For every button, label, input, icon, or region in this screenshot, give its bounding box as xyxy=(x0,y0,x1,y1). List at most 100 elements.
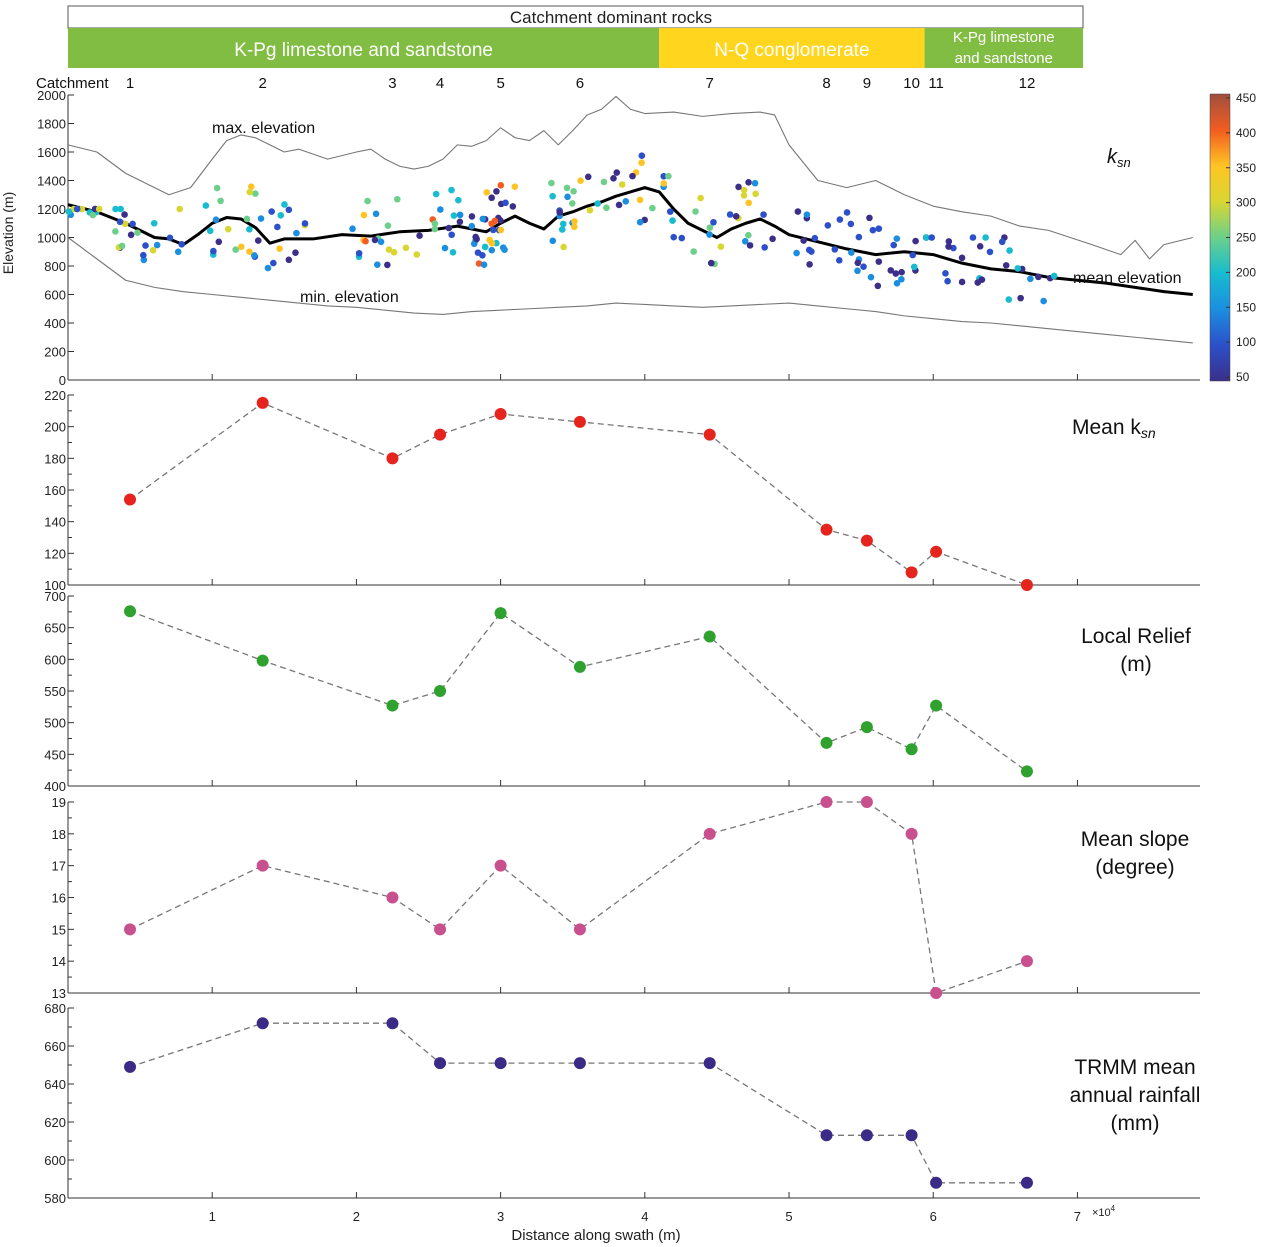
x-tick-label: 5 xyxy=(785,1209,792,1224)
ksn-point xyxy=(450,212,458,219)
ksn-point xyxy=(149,247,157,254)
local-relief-point xyxy=(1020,765,1033,778)
ksn-point xyxy=(206,227,214,235)
ksn-point xyxy=(349,225,356,233)
ksn-point xyxy=(1014,265,1022,272)
ksn-point xyxy=(140,251,147,259)
rainfall-title-line2: annual rainfall xyxy=(1070,1084,1201,1107)
colorbar-tick-label: 450 xyxy=(1236,91,1256,105)
rock-segment-2 xyxy=(659,28,925,68)
ksn-point xyxy=(912,237,919,245)
mean-slope-y-tick-label: 19 xyxy=(52,795,66,810)
rainfall-point xyxy=(820,1129,833,1142)
rock-segments: K-Pg limestone and sandstone N-Q conglome… xyxy=(68,28,1083,68)
rainfall-point xyxy=(930,1176,943,1189)
ksn-point xyxy=(1035,273,1042,281)
mean-ksn-y-tick-label: 160 xyxy=(44,483,66,498)
ksn-point xyxy=(413,251,421,258)
ksn-point xyxy=(364,197,371,205)
ksn-point xyxy=(860,263,867,271)
mean-slope-point xyxy=(573,923,586,936)
rainfall-point xyxy=(386,1017,399,1030)
rock-segment-label-2: N-Q conglomerate xyxy=(714,40,869,61)
rainfall-point xyxy=(494,1057,507,1070)
ksn-point xyxy=(660,180,668,187)
ksn-point xyxy=(95,205,103,213)
ksn-point xyxy=(480,261,488,269)
ksn-point xyxy=(697,194,704,202)
ksn-point xyxy=(745,179,752,186)
ksn-point xyxy=(803,211,811,218)
ksn-point xyxy=(958,254,966,262)
ksn-point xyxy=(669,217,676,224)
mean-slope-connector-line xyxy=(129,801,1028,994)
mean-slope-series xyxy=(124,796,1033,999)
x-tick-label: 4 xyxy=(641,1209,648,1224)
ksn-points xyxy=(65,152,1058,305)
rainfall-point xyxy=(1020,1176,1033,1189)
ksn-point xyxy=(488,239,496,247)
ksn-point xyxy=(666,208,674,215)
ksn-point xyxy=(118,242,126,250)
rainfall-point xyxy=(256,1017,269,1030)
mean-slope-point xyxy=(494,859,507,872)
colorbar-tick-label: 400 xyxy=(1236,126,1256,140)
ksn-point xyxy=(73,205,81,213)
local-relief-point xyxy=(905,743,918,756)
ksn-point xyxy=(571,223,578,231)
ksn-point xyxy=(548,179,555,187)
catchment-id: 8 xyxy=(822,75,830,92)
ksn-point xyxy=(153,241,161,249)
ksn-point xyxy=(618,181,626,188)
ksn-point xyxy=(761,244,768,251)
ksn-point xyxy=(1040,297,1047,305)
ksn-point xyxy=(402,244,410,252)
ksn-point xyxy=(488,246,496,254)
mean-ksn-point xyxy=(1020,579,1033,591)
local-relief-point xyxy=(573,660,586,673)
x-exponent: ×104 xyxy=(1092,1204,1116,1219)
x-tick-label: 2 xyxy=(353,1209,360,1224)
x-tick-label: 7 xyxy=(1074,1209,1081,1224)
ksn-point xyxy=(745,199,752,207)
rainfall-point xyxy=(905,1129,918,1142)
ksn-point xyxy=(751,179,759,187)
rainfall-y-tick-label: 640 xyxy=(44,1077,66,1092)
colorbar-tick-label: 300 xyxy=(1236,196,1256,210)
ksn-point xyxy=(456,211,464,219)
ksn-point xyxy=(893,235,901,242)
mean-ksn-y-tick-label: 180 xyxy=(44,451,66,466)
ksn-point xyxy=(134,229,141,236)
mean-slope-point xyxy=(905,827,918,840)
mean-ksn-point xyxy=(573,415,586,428)
ksn-point xyxy=(898,268,905,276)
rock-segment-3 xyxy=(924,28,1083,68)
ksn-point xyxy=(969,234,977,241)
catchment-id: 6 xyxy=(576,75,584,92)
ksn-point xyxy=(854,259,862,267)
mean-slope-y-tick-label: 15 xyxy=(52,922,66,937)
ksn-point xyxy=(224,225,232,233)
catchment-id: 7 xyxy=(706,75,714,92)
ksn-point xyxy=(848,249,855,256)
mean-slope-point xyxy=(256,859,269,872)
colorbar-tick-label: 250 xyxy=(1236,231,1256,245)
ksn-point xyxy=(285,256,293,264)
ksn-point xyxy=(735,183,742,191)
rainfall-series xyxy=(124,1017,1033,1189)
ksn-colorbar: 50 100 150 200 250 300 350 400 450 xyxy=(1209,91,1256,384)
catchment-id: 1 xyxy=(126,75,134,92)
ksn-point xyxy=(210,247,217,255)
local-relief-point xyxy=(494,607,507,620)
ksn-point xyxy=(268,208,275,215)
ksn-point xyxy=(449,249,457,256)
ksn-point xyxy=(250,252,258,259)
x-tick-label: 1 xyxy=(209,1209,216,1224)
local-relief-point xyxy=(434,685,447,697)
ksn-point xyxy=(150,219,158,227)
x-tick-label: 3 xyxy=(497,1209,504,1224)
rock-segment-1 xyxy=(68,28,660,68)
ksn-point xyxy=(483,189,491,196)
ksn-point xyxy=(890,241,897,249)
